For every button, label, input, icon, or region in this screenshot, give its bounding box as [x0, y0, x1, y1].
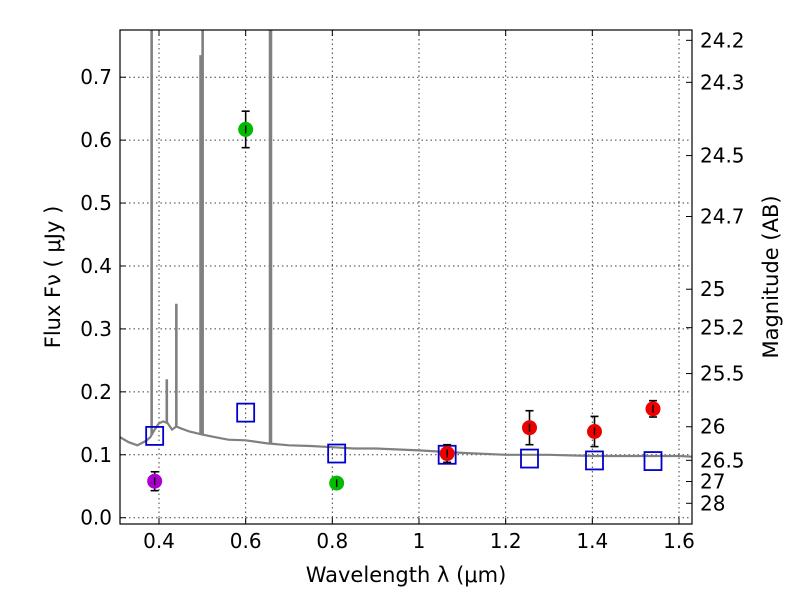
y-tick-label: 0.6 — [80, 128, 112, 152]
y-tick-label: 0.7 — [80, 65, 112, 89]
x-tick-label: 0.8 — [316, 529, 348, 553]
x-tick-label: 1.2 — [490, 529, 522, 553]
mag-tick-label: 24.2 — [700, 28, 745, 52]
model-flux-box — [327, 443, 347, 464]
mag-tick-label: 28 — [700, 491, 725, 515]
x-tick-label: 1.4 — [576, 529, 608, 553]
mag-tick-label: 25 — [700, 277, 725, 301]
axis-labels: Wavelength λ (μm) Flux Fν ( μJy ) Magnitud… — [41, 195, 783, 587]
y-axis-label: Flux Fν ( μJy ) — [41, 206, 65, 349]
plot-frame — [119, 29, 693, 525]
y-tick-label: 0.4 — [80, 254, 112, 278]
mag-tick-label: 26 — [700, 415, 725, 439]
model-flux-box — [236, 402, 256, 423]
x-tick-label: 1 — [413, 529, 426, 553]
mag-tick-label: 27 — [700, 469, 725, 493]
x-tick-label: 0.6 — [230, 529, 262, 553]
grid — [120, 30, 692, 524]
data-layer — [120, 30, 692, 492]
mag-tick-label: 24.3 — [700, 70, 745, 94]
y-tick-label: 0.5 — [80, 191, 112, 215]
model-flux-box — [585, 450, 604, 471]
model-flux-box — [643, 451, 663, 471]
axes: 0.4 0.6 0.8 1 1.2 1.4 1.6 0.0 0.1 0.2 0.3 0.4 0.5 0.6… — [80, 28, 744, 553]
mag-tick-label: 24.5 — [700, 144, 745, 168]
y-tick-label: 0.2 — [80, 380, 112, 404]
spectrum-line — [120, 420, 692, 458]
model-flux-box — [145, 425, 165, 446]
mag-tick-label: 24.7 — [700, 205, 745, 229]
x-tick-label: 0.4 — [143, 529, 175, 553]
model-flux-box — [520, 448, 539, 469]
y-tick-label: 0.0 — [80, 506, 112, 530]
y-tick-label: 0.3 — [80, 317, 112, 341]
x-axis-label: Wavelength λ (μm) — [306, 563, 507, 587]
mag-tick-label: 25.2 — [700, 316, 745, 340]
y-tick-label: 0.1 — [80, 443, 112, 467]
mag-tick-label: 25.5 — [700, 362, 745, 386]
x-tick-label: 1.6 — [663, 529, 695, 553]
y-axis-label-right: Magnitude (AB) — [759, 195, 783, 358]
mag-tick-label: 26.5 — [700, 448, 745, 472]
